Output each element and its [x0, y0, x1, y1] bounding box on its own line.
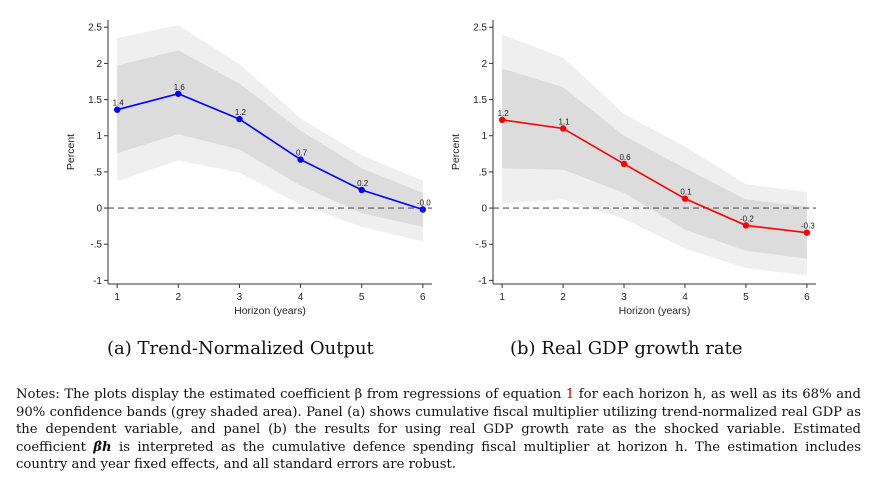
x-tick-label-a: 6 — [420, 292, 426, 303]
data-point-a — [419, 206, 427, 213]
y-tick-label-a: 2.5 — [88, 23, 102, 34]
band-68-b — [502, 68, 807, 259]
data-label-a: 1.6 — [174, 83, 186, 92]
x-tick-label-b: 1 — [499, 292, 505, 303]
x-tick-label-b: 2 — [560, 292, 566, 303]
data-label-a: 1.2 — [235, 108, 247, 117]
data-label-a: 0.2 — [357, 179, 369, 188]
data-point-b — [498, 116, 506, 124]
notes-text-2: for each horizon h, as well as its 68% a… — [16, 387, 861, 455]
x-tick-label-a: 2 — [176, 292, 182, 303]
y-tick-label-b: -1 — [478, 276, 487, 287]
data-label-b: -0.2 — [740, 214, 754, 223]
y-tick-label-a: 0 — [96, 204, 102, 215]
y-axis-label-b: Percent — [450, 134, 462, 170]
coefficient-symbol: β̂h — [93, 439, 112, 455]
series-line-a — [116, 92, 424, 211]
x-tick-label-a: 5 — [359, 292, 365, 303]
data-label-b: 0.6 — [619, 153, 631, 162]
x-axis-label-a: Horizon (years) — [234, 305, 306, 317]
x-tick-label-a: 4 — [298, 292, 304, 303]
series-line-b — [502, 119, 807, 234]
data-label-a: -0.0 — [417, 199, 431, 208]
y-tick-label-b: .5 — [479, 167, 488, 178]
data-point-a — [297, 156, 304, 163]
y-tick-label-b: 1 — [481, 131, 487, 142]
data-label-b: -0.3 — [801, 222, 815, 231]
data-point-a — [358, 186, 365, 194]
data-label-b: 1.2 — [498, 109, 510, 118]
y-tick-label-a: 2 — [96, 59, 102, 70]
y-tick-label-b: 0 — [481, 204, 487, 215]
x-tick-label-b: 4 — [682, 292, 688, 303]
y-tick-label-a: .5 — [94, 167, 103, 178]
data-label-a: 1.4 — [113, 99, 125, 108]
y-tick-label-b: -.5 — [475, 240, 487, 251]
data-label-b: 1.1 — [559, 117, 571, 126]
data-point-b — [803, 229, 811, 236]
y-tick-label-b: 2.5 — [473, 23, 487, 34]
y-axis-label-a: Percent — [65, 134, 77, 170]
data-label-b: 0.1 — [680, 188, 692, 197]
y-tick-label-a: -.5 — [90, 240, 102, 251]
x-tick-label-b: 3 — [621, 292, 627, 303]
data-point-b — [559, 125, 567, 132]
data-point-a — [236, 115, 243, 123]
y-tick-label-b: 2 — [481, 59, 487, 70]
x-axis-label-b: Horizon (years) — [619, 305, 691, 317]
equation-reference[interactable]: 1 — [565, 387, 575, 402]
y-tick-label-a: 1 — [96, 131, 102, 142]
caption-panel-b: (b) Real GDP growth rate — [510, 338, 743, 359]
x-tick-label-b: 6 — [804, 292, 810, 303]
chart-panel-b: -1 -.5 0 .5 1 1.5 2 2.5 1 2 3 4 5 6 Horizon (years) Per… — [450, 20, 816, 317]
y-tick-label-a: -1 — [93, 276, 102, 287]
data-point-b — [742, 222, 750, 229]
notes-text-3: is interpreted as the cumulative defence… — [16, 439, 862, 473]
x-tick-label-a: 1 — [114, 292, 120, 303]
y-tick-label-b: 1.5 — [473, 95, 487, 106]
data-point-a — [113, 106, 121, 113]
data-point-b — [620, 160, 628, 168]
data-point-a — [175, 90, 182, 97]
chart-panel-a: -1 -.5 0 .5 1 1.5 2 2.5 1 2 3 4 5 6 Horizon (years) Per… — [65, 20, 432, 317]
y-tick-label-a: 1.5 — [88, 95, 102, 106]
x-tick-label-b: 5 — [743, 292, 749, 303]
data-point-b — [681, 195, 689, 202]
notes-text-1: Notes: The plots display the estimated c… — [16, 387, 566, 402]
data-label-a: 0.7 — [296, 149, 308, 158]
caption-panel-a: (a) Trend-Normalized Output — [107, 338, 374, 359]
x-tick-label-a: 3 — [237, 292, 243, 303]
figure-notes: Notes: The plots display the estimated c… — [16, 386, 861, 474]
